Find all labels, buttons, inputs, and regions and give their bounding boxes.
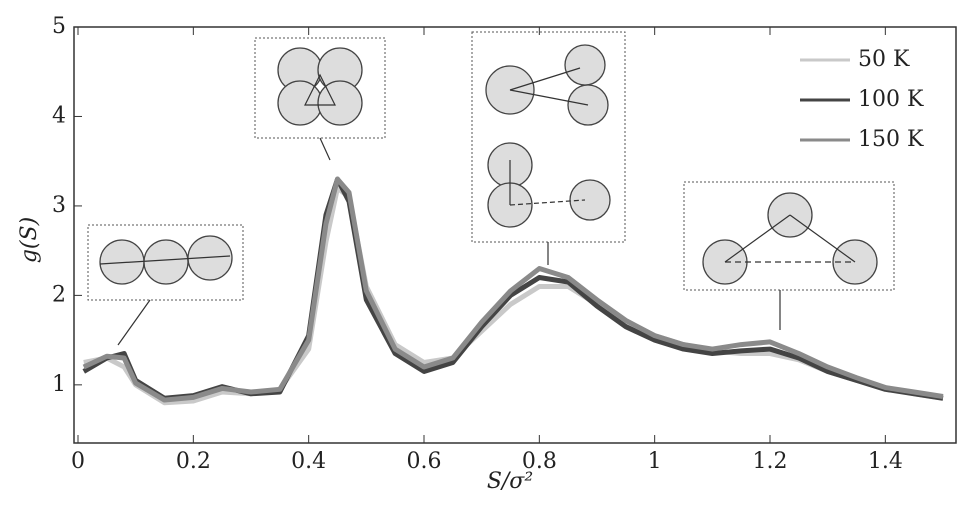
plot-frame <box>73 26 957 444</box>
inset-chain <box>87 224 244 346</box>
inset-wide <box>683 181 895 330</box>
inset-pair <box>471 31 626 265</box>
y-tick-label: 4 <box>52 103 66 128</box>
legend-label: 100 K <box>858 87 924 112</box>
x-tick-label: 0.6 <box>407 449 442 474</box>
legend-label: 150 K <box>858 127 924 152</box>
series-line <box>82 176 944 403</box>
x-tick-label: 1.4 <box>868 449 903 474</box>
y-tick-label: 2 <box>52 282 66 307</box>
x-tick-label: 1.2 <box>753 449 788 474</box>
y-tick-label: 1 <box>52 372 66 397</box>
y-tick-label: 5 <box>52 14 66 39</box>
x-tick-label: 0.8 <box>522 449 557 474</box>
x-tick-label: 0.4 <box>291 449 326 474</box>
insets <box>87 31 895 346</box>
x-axis-label: S/σ² <box>487 469 533 494</box>
x-tick-label: 0 <box>71 449 85 474</box>
legend-label: 50 K <box>858 47 910 72</box>
y-tick-label: 3 <box>52 193 66 218</box>
x-tick-label: 1 <box>648 449 662 474</box>
x-tick-label: 0.2 <box>176 449 211 474</box>
inset-triangle <box>254 37 386 161</box>
y-axis-label: g(S) <box>17 217 42 263</box>
